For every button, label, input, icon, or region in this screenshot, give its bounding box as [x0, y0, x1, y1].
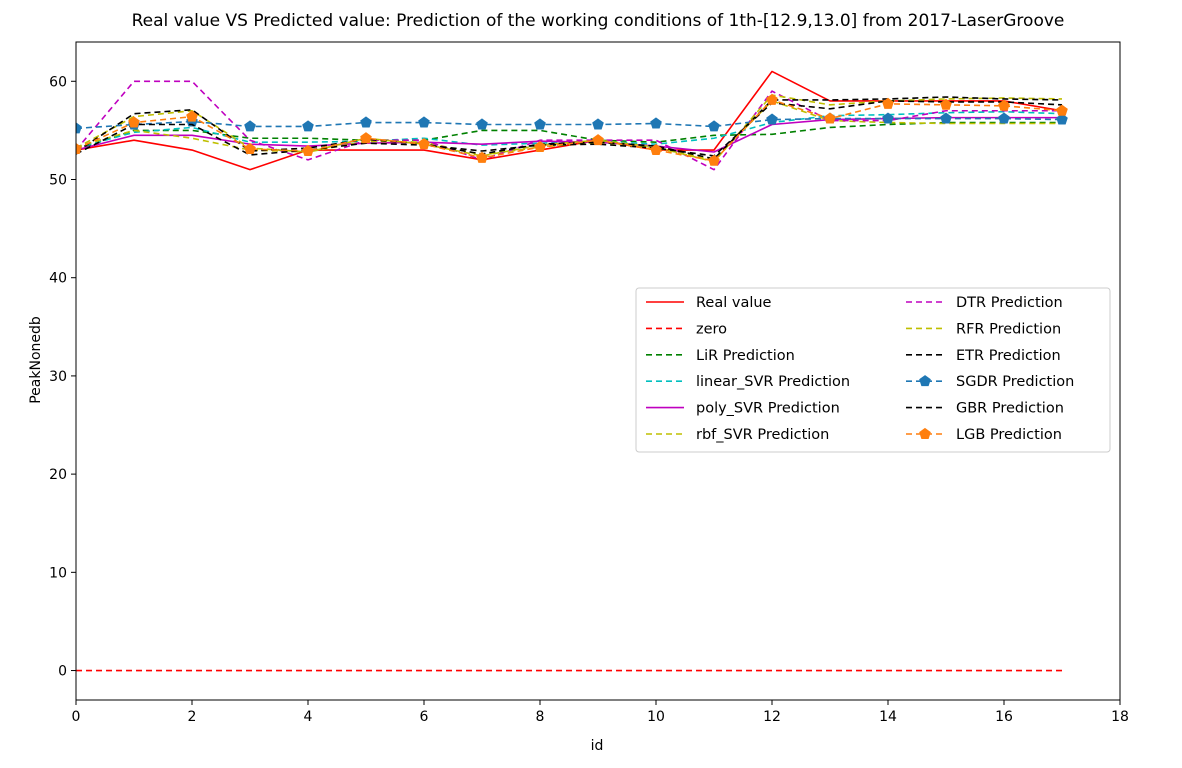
- legend-item-zero: zero: [646, 321, 727, 337]
- data-point-sgdr-prediction: [476, 118, 488, 130]
- legend-item-linear-svr-prediction: linear_SVR Prediction: [646, 374, 850, 390]
- legend-item-rfr-prediction: RFR Prediction: [906, 321, 1061, 337]
- data-point-sgdr-prediction: [998, 112, 1010, 124]
- data-point-lgb-prediction: [244, 142, 256, 154]
- y-tick-label: 60: [49, 74, 67, 90]
- x-tick-label: 16: [995, 709, 1013, 725]
- data-point-sgdr-prediction: [534, 118, 546, 130]
- series-line-lgb-prediction: [76, 99, 1063, 162]
- x-tick-label: 2: [188, 709, 197, 725]
- legend-item-rbf-svr-prediction: rbf_SVR Prediction: [646, 427, 829, 443]
- plot-area: [75, 41, 1121, 701]
- series-line-etr-prediction: [76, 96, 1063, 160]
- legend-item-sgdr-prediction: SGDR Prediction: [906, 374, 1074, 390]
- data-point-lgb-prediction: [128, 116, 140, 128]
- legend-label: LGB Prediction: [956, 427, 1062, 443]
- legend-label: SGDR Prediction: [956, 374, 1074, 390]
- series-line-real-value: [76, 70, 1063, 171]
- data-point-sgdr-prediction: [766, 113, 778, 125]
- legend-label: Real value: [696, 295, 772, 311]
- x-tick-label: 6: [420, 709, 429, 725]
- legend-label: RFR Prediction: [956, 321, 1061, 337]
- series-line-dtr-prediction: [76, 80, 1062, 171]
- legend-label: poly_SVR Prediction: [696, 401, 840, 417]
- chart-title: Real value VS Predicted value: Predictio…: [132, 11, 1065, 31]
- data-point-lgb-prediction: [882, 97, 894, 109]
- legend-marker: [919, 375, 931, 387]
- data-point-lgb-prediction: [708, 154, 720, 166]
- x-tick-label: 0: [72, 709, 81, 725]
- axis-ticks: 0 2 4 6 8 10 12 14 16 18 0 10 20 30 40 50 60: [49, 74, 1129, 725]
- data-point-lgb-prediction: [360, 132, 372, 144]
- legend-item-etr-prediction: ETR Prediction: [906, 348, 1061, 364]
- data-point-lgb-prediction: [418, 138, 430, 150]
- data-point-sgdr-prediction: [708, 120, 720, 132]
- data-point-lgb-prediction: [592, 134, 604, 146]
- x-tick-label: 4: [304, 709, 313, 725]
- plot-frame: [75, 41, 1121, 701]
- data-point-sgdr-prediction: [418, 116, 430, 128]
- data-point-sgdr-prediction: [940, 112, 952, 124]
- legend-marker: [919, 427, 931, 439]
- series-line-gbr-prediction: [76, 100, 1063, 157]
- legend-label: linear_SVR Prediction: [696, 374, 850, 390]
- x-tick-label: 8: [536, 709, 545, 725]
- data-point-lgb-prediction: [998, 99, 1010, 111]
- legend-label: rbf_SVR Prediction: [696, 427, 829, 443]
- y-tick-label: 40: [49, 271, 67, 287]
- data-point-lgb-prediction: [650, 143, 662, 155]
- legend-item-poly-svr-prediction: poly_SVR Prediction: [646, 401, 840, 417]
- data-point-lgb-prediction: [534, 140, 546, 153]
- legend-label: ETR Prediction: [956, 348, 1061, 364]
- data-point-sgdr-prediction: [882, 112, 894, 124]
- data-point-sgdr-prediction: [244, 120, 256, 132]
- data-point-sgdr-prediction: [1056, 113, 1068, 125]
- data-point-lgb-prediction: [302, 144, 314, 156]
- data-point-sgdr-prediction: [302, 120, 314, 132]
- series-line-sgdr-prediction: [76, 117, 1063, 130]
- legend-label: LiR Prediction: [696, 348, 795, 364]
- x-axis-label: id: [591, 738, 604, 754]
- x-tick-label: 14: [879, 709, 897, 725]
- data-point-sgdr-prediction: [76, 122, 82, 134]
- y-tick-label: 20: [49, 467, 67, 483]
- data-point-lgb-prediction: [940, 98, 952, 110]
- legend-item-lir-prediction: LiR Prediction: [646, 348, 795, 364]
- y-tick-label: 50: [49, 172, 67, 188]
- legend-box: [635, 287, 1111, 453]
- legend-label: zero: [696, 321, 727, 337]
- data-point-lgb-prediction: [1056, 104, 1068, 116]
- data-point-sgdr-prediction: [650, 117, 662, 129]
- data-point-lgb-prediction: [76, 142, 82, 154]
- legend-item-gbr-prediction: GBR Prediction: [906, 401, 1064, 417]
- data-point-lgb-prediction: [186, 110, 198, 122]
- y-tick-label: 10: [49, 565, 67, 581]
- y-tick-label: 0: [58, 664, 67, 680]
- legend-label: GBR Prediction: [956, 401, 1064, 417]
- legend: Real value zero LiR Prediction linear_SVR P…: [635, 287, 1111, 453]
- data-point-lgb-prediction: [824, 112, 836, 124]
- series-line-rbf-svr-prediction: [76, 100, 1062, 161]
- y-axis-label: PeakNonedb: [28, 316, 44, 404]
- legend-item-real-value: Real value: [646, 295, 772, 311]
- legend-item-dtr-prediction: DTR Prediction: [906, 295, 1063, 311]
- x-tick-label: 10: [647, 709, 665, 725]
- x-tick-label: 12: [763, 709, 781, 725]
- data-point-sgdr-prediction: [592, 118, 604, 130]
- series-line-rfr-prediction: [76, 94, 1063, 163]
- data-point-sgdr-prediction: [360, 116, 372, 128]
- data-point-lgb-prediction: [766, 93, 778, 105]
- x-tick-label: 18: [1111, 709, 1129, 725]
- legend-item-lgb-prediction: LGB Prediction: [906, 427, 1062, 443]
- data-point-lgb-prediction: [476, 151, 488, 163]
- legend-label: DTR Prediction: [956, 295, 1063, 311]
- y-tick-label: 30: [49, 369, 67, 385]
